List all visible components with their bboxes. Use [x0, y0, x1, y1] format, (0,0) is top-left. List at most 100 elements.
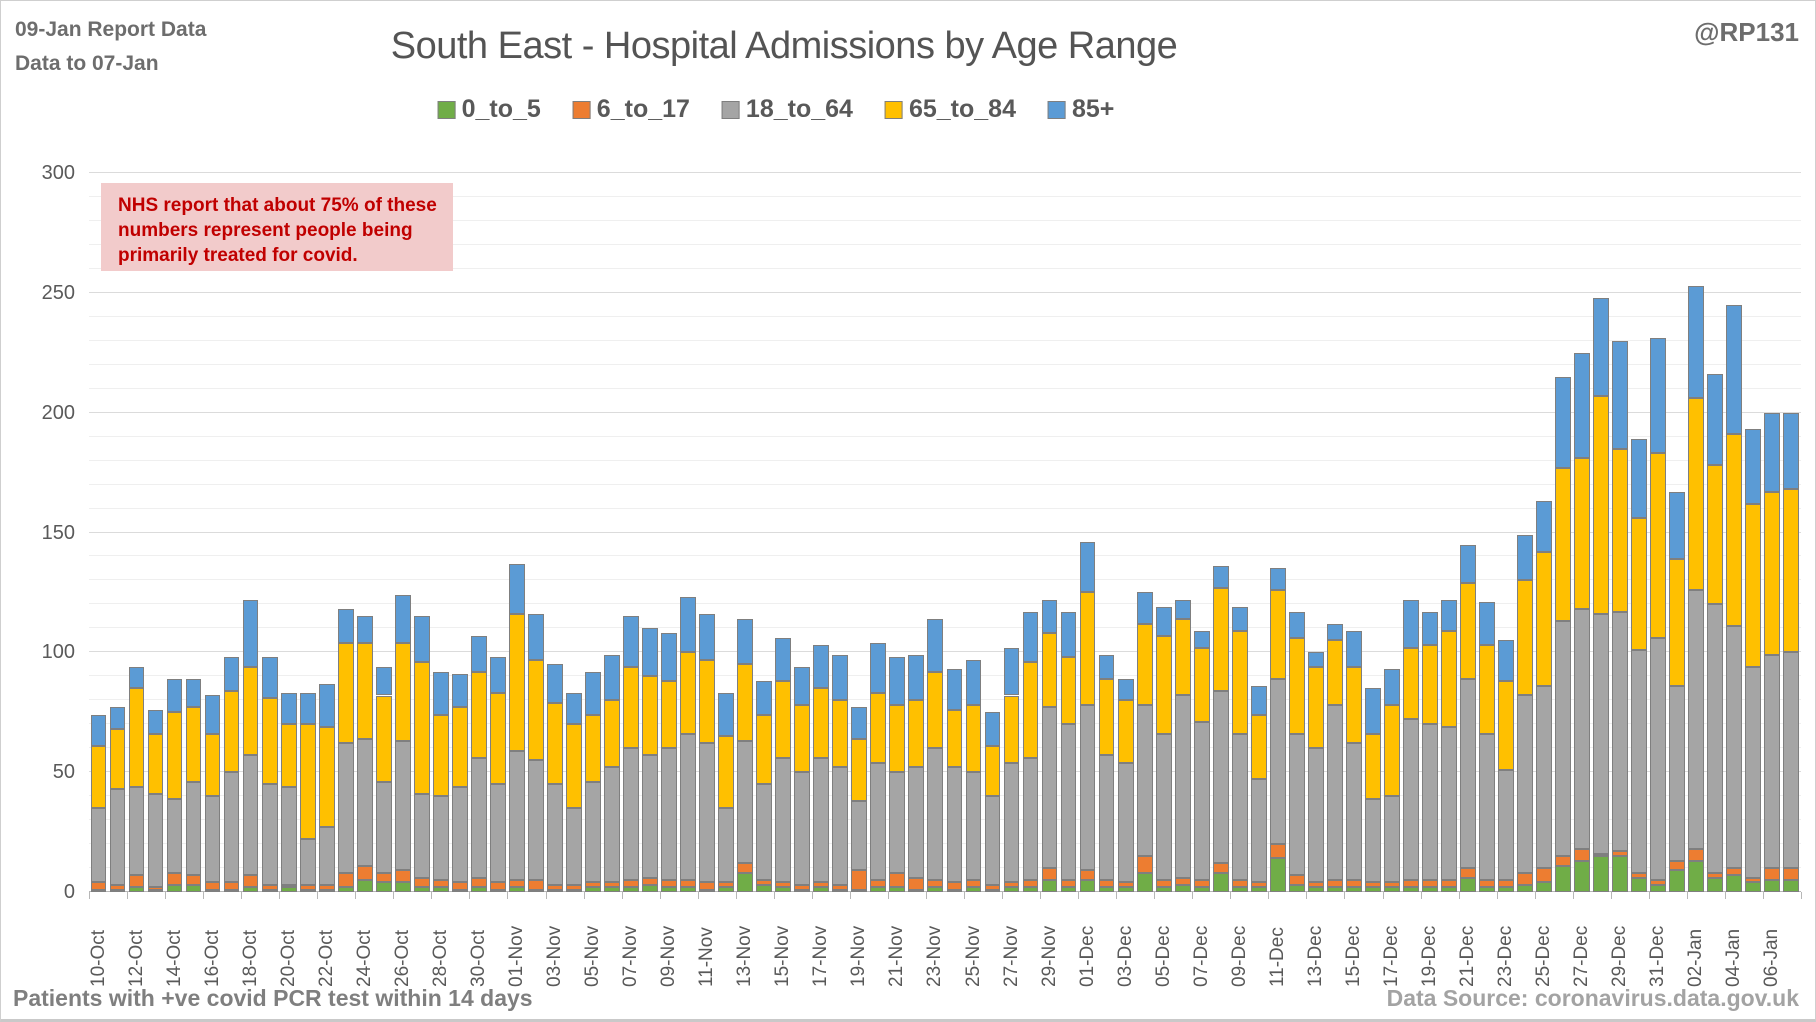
bar-segment-18_to_64	[1003, 762, 1020, 883]
legend-item-18_to_64: 18_to_64	[721, 95, 853, 124]
bar-segment-6_to_17	[794, 884, 811, 890]
bar-segment-85+	[356, 616, 373, 643]
x-axis-tick	[1762, 892, 1764, 899]
bar-segment-0_to_5	[1745, 882, 1762, 892]
legend-item-0_to_5: 0_to_5	[437, 95, 541, 124]
bar-segment-6_to_17	[718, 882, 735, 888]
x-axis-tick	[1306, 892, 1308, 899]
bar-segment-18_to_64	[756, 784, 773, 881]
x-axis-tick	[887, 892, 889, 899]
bar-segment-6_to_17	[318, 884, 335, 890]
bar-segment-65_to_84	[870, 693, 887, 763]
bar-segment-0_to_5	[1536, 882, 1552, 892]
major-gridline	[89, 172, 1801, 173]
bar-segment-85+	[1745, 429, 1762, 504]
x-axis-tick-label: 23-Dec	[1495, 925, 1517, 987]
bar-segment-0_to_5	[413, 887, 430, 892]
bar-segment-6_to_17	[1136, 856, 1153, 873]
bar-segment-85+	[1517, 534, 1533, 581]
bar-segment-0_to_5	[1783, 880, 1800, 892]
bar-segment-85+	[147, 709, 164, 734]
bar-segment-18_to_64	[1384, 796, 1400, 883]
bar-segment-0_to_5	[1174, 884, 1191, 892]
y-axis-tick-label: 100	[41, 641, 75, 664]
bar-segment-18_to_64	[851, 800, 868, 871]
bar-segment-18_to_64	[204, 796, 221, 883]
bar-segment-85+	[375, 666, 392, 696]
x-axis-tick	[925, 892, 927, 899]
legend-swatch-icon	[884, 100, 903, 119]
bar-segment-6_to_17	[1174, 877, 1191, 885]
bar-segment-0_to_5	[432, 887, 449, 892]
bar-segment-6_to_17	[337, 872, 354, 888]
x-axis-tick-label: 25-Nov	[962, 925, 984, 987]
bar-segment-0_to_5	[1098, 887, 1115, 892]
bar-segment-0_to_5	[489, 889, 506, 892]
bar-segment-18_to_64	[794, 772, 811, 885]
bar-segment-18_to_64	[489, 784, 506, 883]
bar-segment-85+	[775, 637, 792, 682]
bar-segment-65_to_84	[1612, 448, 1629, 612]
bar-segment-18_to_64	[90, 808, 107, 883]
bar-segment-85+	[1593, 297, 1610, 396]
x-axis-tick	[1382, 892, 1384, 899]
bar-segment-18_to_64	[832, 767, 849, 885]
bar-segment-0_to_5	[908, 889, 925, 892]
bar-segment-6_to_17	[870, 880, 887, 888]
y-axis-tick-label: 150	[41, 521, 75, 544]
bar-segment-18_to_64	[889, 772, 906, 873]
x-axis-tick-label: 27-Nov	[1000, 925, 1022, 987]
minor-gridline	[89, 747, 1801, 749]
bar-segment-85+	[699, 614, 716, 660]
major-gridline	[89, 531, 1801, 533]
y-axis-tick-label: 50	[52, 761, 75, 784]
bar-segment-85+	[661, 633, 677, 682]
bar-segment-65_to_84	[1345, 666, 1362, 744]
bar-segment-85+	[547, 664, 563, 703]
bar-segment-0_to_5	[242, 887, 259, 892]
bar-segment-6_to_17	[1479, 880, 1495, 888]
bar-segment-85+	[185, 678, 202, 708]
bar-segment-0_to_5	[585, 887, 601, 892]
bar-segment-65_to_84	[1422, 645, 1438, 725]
bar-segment-6_to_17	[737, 863, 754, 873]
bar-segment-18_to_64	[223, 772, 240, 883]
minor-gridline	[89, 843, 1801, 845]
minor-gridline	[89, 339, 1801, 341]
x-axis-tick	[1344, 892, 1346, 899]
bar-segment-85+	[1155, 606, 1172, 636]
x-axis-tick	[1724, 892, 1726, 899]
x-axis-tick-label: 09-Dec	[1228, 925, 1250, 987]
bar-segment-0_to_5	[1269, 858, 1286, 892]
bar-segment-65_to_84	[337, 642, 354, 744]
bar-segment-85+	[1631, 439, 1648, 519]
bar-segment-18_to_64	[413, 793, 430, 878]
bar-segment-18_to_64	[299, 839, 316, 885]
bar-segment-0_to_5	[851, 889, 868, 892]
bar-segment-85+	[718, 693, 735, 737]
x-axis-tick-label: 18-Oct	[239, 929, 261, 987]
bar-segment-0_to_5	[90, 889, 107, 892]
x-axis-tick-label: 20-Oct	[277, 929, 299, 987]
x-axis-tick-label: 17-Nov	[810, 925, 832, 987]
bar-segment-18_to_64	[1669, 685, 1686, 861]
bar-segment-18_to_64	[908, 767, 925, 878]
x-axis-tick	[1534, 892, 1536, 899]
major-gridline	[89, 771, 1801, 773]
bar-segment-0_to_5	[1003, 887, 1020, 892]
x-axis-tick	[1116, 892, 1118, 899]
bar-segment-65_to_84	[1593, 395, 1610, 614]
bar-segment-65_to_84	[1269, 590, 1286, 679]
bar-segment-18_to_64	[1631, 649, 1648, 873]
bar-segment-18_to_64	[813, 757, 830, 883]
bar-segment-18_to_64	[1726, 625, 1743, 869]
bar-segment-65_to_84	[1745, 503, 1762, 667]
bar-segment-85+	[946, 669, 963, 710]
minor-gridline	[89, 243, 1801, 245]
bar-segment-0_to_5	[1345, 887, 1362, 892]
x-axis-tick-label: 01-Nov	[506, 925, 527, 987]
bar-segment-65_to_84	[1688, 398, 1705, 591]
bar-segment-65_to_84	[680, 652, 696, 734]
bar-segment-18_to_64	[1612, 611, 1629, 852]
bar-segment-85+	[109, 707, 126, 730]
